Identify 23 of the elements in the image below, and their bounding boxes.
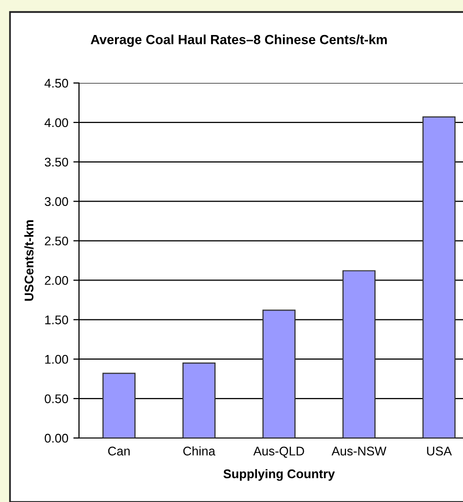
bar <box>342 270 376 438</box>
x-tick-label: Aus-NSW <box>332 446 386 456</box>
y-axis-title: USCents/t-km <box>24 220 34 301</box>
y-tick-label: 4.00 <box>44 118 68 128</box>
y-tick-label: 2.50 <box>44 236 68 246</box>
x-tick-label: China <box>183 446 216 456</box>
x-tick-label: Aus-QLD <box>253 446 304 458</box>
bar <box>422 116 456 438</box>
x-tick-label: USA <box>427 446 452 456</box>
bar <box>182 362 216 438</box>
y-tick-label: 1.00 <box>45 354 68 364</box>
chart-title: Average Coal Haul Rates–8 Chinese Cents/t-km <box>90 34 387 47</box>
x-axis-title: Supplying Country <box>223 469 335 481</box>
y-tick-label: 0.00 <box>44 434 68 443</box>
bar <box>262 310 296 438</box>
y-tick-label: 3.50 <box>44 158 68 167</box>
y-tick-label: 2.00 <box>44 276 68 285</box>
y-tick-label: 4.50 <box>44 78 68 88</box>
y-tick-label: 3.00 <box>44 197 68 206</box>
bar <box>102 372 136 438</box>
y-tick-label: 1.50 <box>45 315 68 324</box>
x-tick-label: Can <box>108 446 130 456</box>
y-tick-label: 0.50 <box>44 394 68 404</box>
